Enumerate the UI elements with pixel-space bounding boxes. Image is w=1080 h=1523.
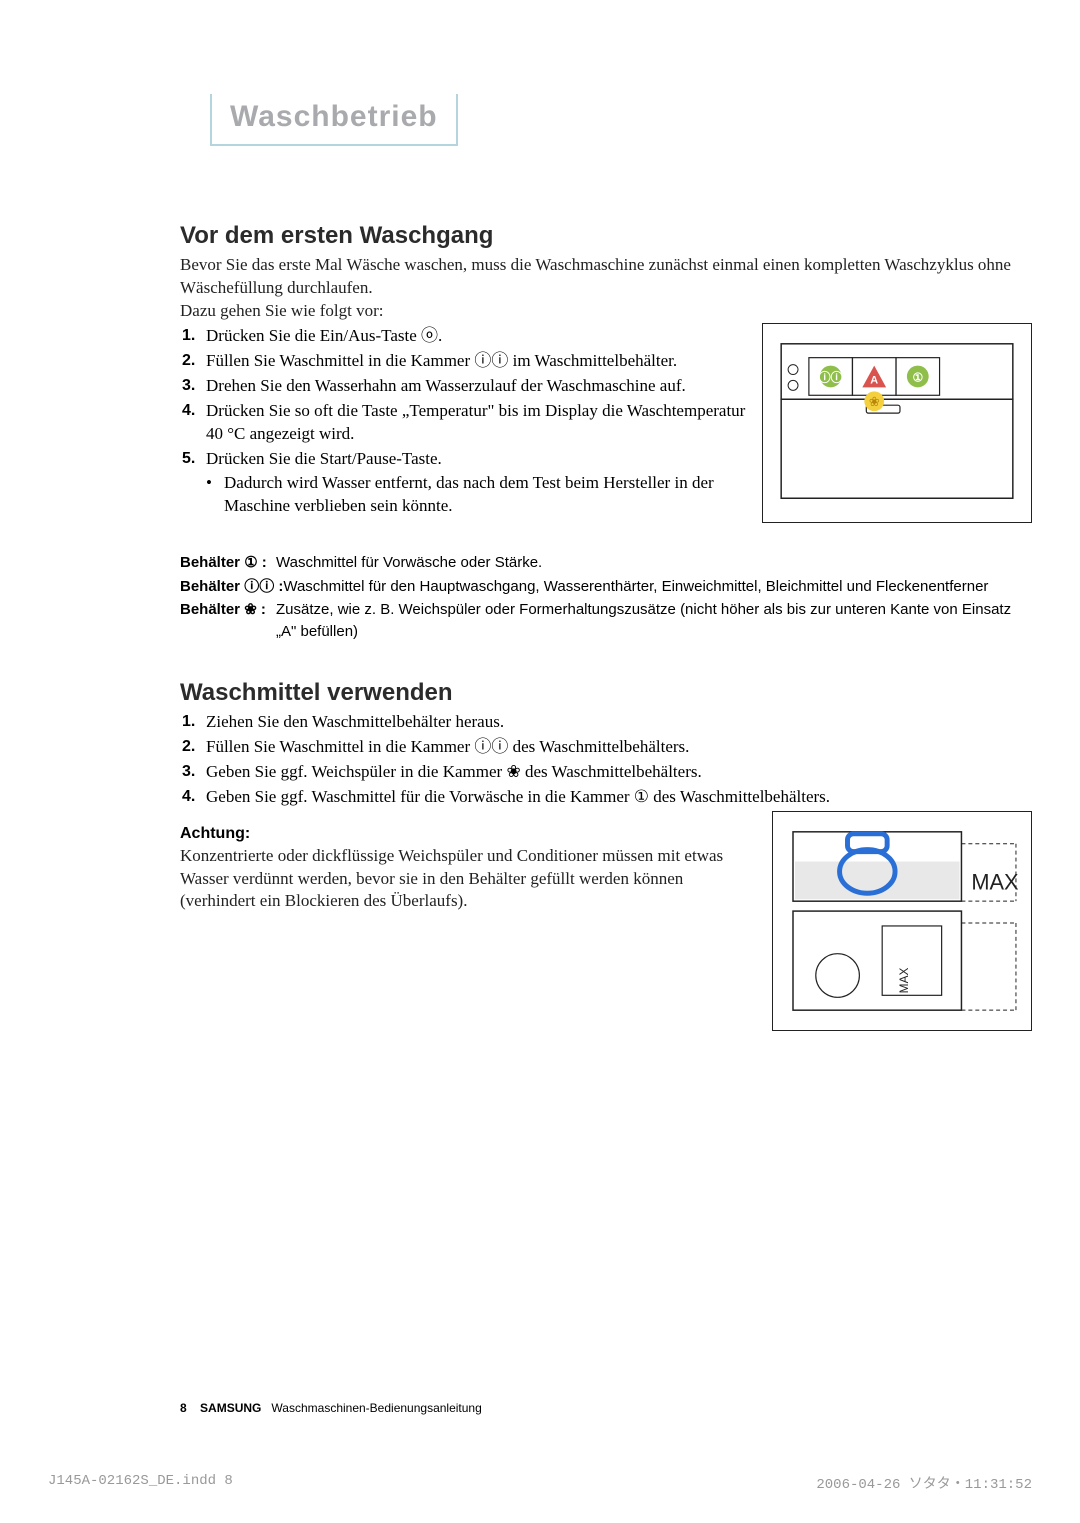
footer-doc-title: Waschmaschinen-Bedienungsanleitung — [271, 1401, 481, 1415]
step-text: Geben Sie ggf. Weichspüler in die Kammer… — [206, 761, 1032, 784]
list-item: 4. Drücken Sie so oft die Taste „Tempera… — [180, 400, 746, 446]
svg-text:MAX: MAX — [971, 869, 1019, 894]
print-meta-right: 2006-04-26 ソタタ・11:31:52 — [816, 1473, 1032, 1493]
section-first-wash: Vor dem ersten Waschgang Bevor Sie das e… — [108, 222, 1032, 643]
step-number: 2. — [180, 736, 206, 759]
def-row: Behälter ⓘⓘ : Waschmittel für den Hauptw… — [180, 576, 1032, 598]
list-item: 1. Drücken Sie die Ein/Aus-Taste ⓞ. — [180, 325, 746, 348]
svg-text:①: ① — [912, 370, 923, 384]
def-desc: Waschmittel für Vorwäsche oder Stärke. — [276, 552, 1032, 574]
max-fill-diagram: MAX MAX — [772, 811, 1032, 1031]
detergent-drawer-diagram: ⓘⓘ A ① ❀ — [762, 323, 1032, 523]
svg-text:❀: ❀ — [869, 394, 880, 409]
step-number: 1. — [180, 325, 206, 348]
bullet-icon: • — [206, 472, 224, 518]
substep: • Dadurch wird Wasser entfernt, das nach… — [206, 472, 746, 518]
section1-intro1: Bevor Sie das erste Mal Wäsche waschen, … — [180, 254, 1032, 300]
section2-heading: Waschmittel verwenden — [180, 679, 1032, 707]
step-text: Füllen Sie Waschmittel in die Kammer ⓘⓘ … — [206, 736, 1032, 759]
step-text: Ziehen Sie den Waschmittelbehälter herau… — [206, 711, 1032, 734]
step-text: Drücken Sie so oft die Taste „Temperatur… — [206, 400, 746, 446]
list-item: 1. Ziehen Sie den Waschmittelbehälter he… — [180, 711, 1032, 734]
def-row: Behälter ❀ : Zusätze, wie z. B. Weichspü… — [180, 599, 1032, 643]
def-label: Behälter ① : — [180, 552, 276, 574]
list-item: 2. Füllen Sie Waschmittel in die Kammer … — [180, 736, 1032, 759]
list-item: 4. Geben Sie ggf. Waschmittel für die Vo… — [180, 786, 1032, 809]
page-footer: 8 SAMSUNG Waschmaschinen-Bedienungsanlei… — [180, 1401, 482, 1415]
svg-text:ⓘⓘ: ⓘⓘ — [819, 370, 843, 384]
section2-steps: 1. Ziehen Sie den Waschmittelbehälter he… — [180, 711, 1032, 809]
step-text: Drücken Sie die Ein/Aus-Taste ⓞ. — [206, 325, 746, 348]
list-item: 3. Drehen Sie den Wasserhahn am Wasserzu… — [180, 375, 746, 398]
step-number: 3. — [180, 375, 206, 398]
step-number: 5. — [180, 448, 206, 471]
content-area: Vor dem ersten Waschgang Bevor Sie das e… — [108, 94, 1032, 1036]
step-text: Füllen Sie Waschmittel in die Kammer ⓘⓘ … — [206, 350, 746, 373]
step-number: 3. — [180, 761, 206, 784]
achtung-label: Achtung: — [180, 825, 752, 843]
def-label: Behälter ❀ : — [180, 599, 276, 643]
header-bar — [48, 0, 1062, 94]
step-number: 4. — [180, 400, 206, 446]
svg-text:A: A — [870, 374, 878, 386]
page-number: 8 — [180, 1401, 187, 1415]
container-definitions: Behälter ① : Waschmittel für Vorwäsche o… — [180, 552, 1032, 643]
step-number: 2. — [180, 350, 206, 373]
svg-text:MAX: MAX — [897, 967, 911, 993]
def-row: Behälter ① : Waschmittel für Vorwäsche o… — [180, 552, 1032, 574]
manual-page: Waschbetrieb Vor dem ersten Waschgang Be… — [0, 0, 1080, 1523]
section1-heading: Vor dem ersten Waschgang — [180, 222, 1032, 250]
substep-text: Dadurch wird Wasser entfernt, das nach d… — [224, 472, 746, 518]
section-detergent-use: Waschmittel verwenden 1. Ziehen Sie den … — [108, 679, 1032, 1036]
section1-steps: 1. Drücken Sie die Ein/Aus-Taste ⓞ. 2. F… — [180, 325, 746, 519]
step-text: Geben Sie ggf. Waschmittel für die Vorwä… — [206, 786, 1032, 809]
def-desc: Zusätze, wie z. B. Weichspüler oder Form… — [276, 599, 1032, 643]
brand-name: SAMSUNG — [200, 1401, 261, 1415]
step-number: 1. — [180, 711, 206, 734]
def-desc: Waschmittel für den Hauptwaschgang, Wass… — [283, 576, 1032, 598]
list-item: 5. Drücken Sie die Start/Pause-Taste. — [180, 448, 746, 471]
print-meta-left: J145A-02162S_DE.indd 8 — [48, 1473, 233, 1493]
achtung-text: Konzentrierte oder dickflüssige Weichspü… — [180, 845, 752, 914]
print-metadata: J145A-02162S_DE.indd 8 2006-04-26 ソタタ・11… — [48, 1473, 1032, 1493]
list-item: 3. Geben Sie ggf. Weichspüler in die Kam… — [180, 761, 1032, 784]
section1-intro2: Dazu gehen Sie wie folgt vor: — [180, 300, 1032, 323]
step-number: 4. — [180, 786, 206, 809]
step-text: Drücken Sie die Start/Pause-Taste. — [206, 448, 746, 471]
step-text: Drehen Sie den Wasserhahn am Wasserzulau… — [206, 375, 746, 398]
list-item: 2. Füllen Sie Waschmittel in die Kammer … — [180, 350, 746, 373]
def-label: Behälter ⓘⓘ : — [180, 576, 283, 598]
